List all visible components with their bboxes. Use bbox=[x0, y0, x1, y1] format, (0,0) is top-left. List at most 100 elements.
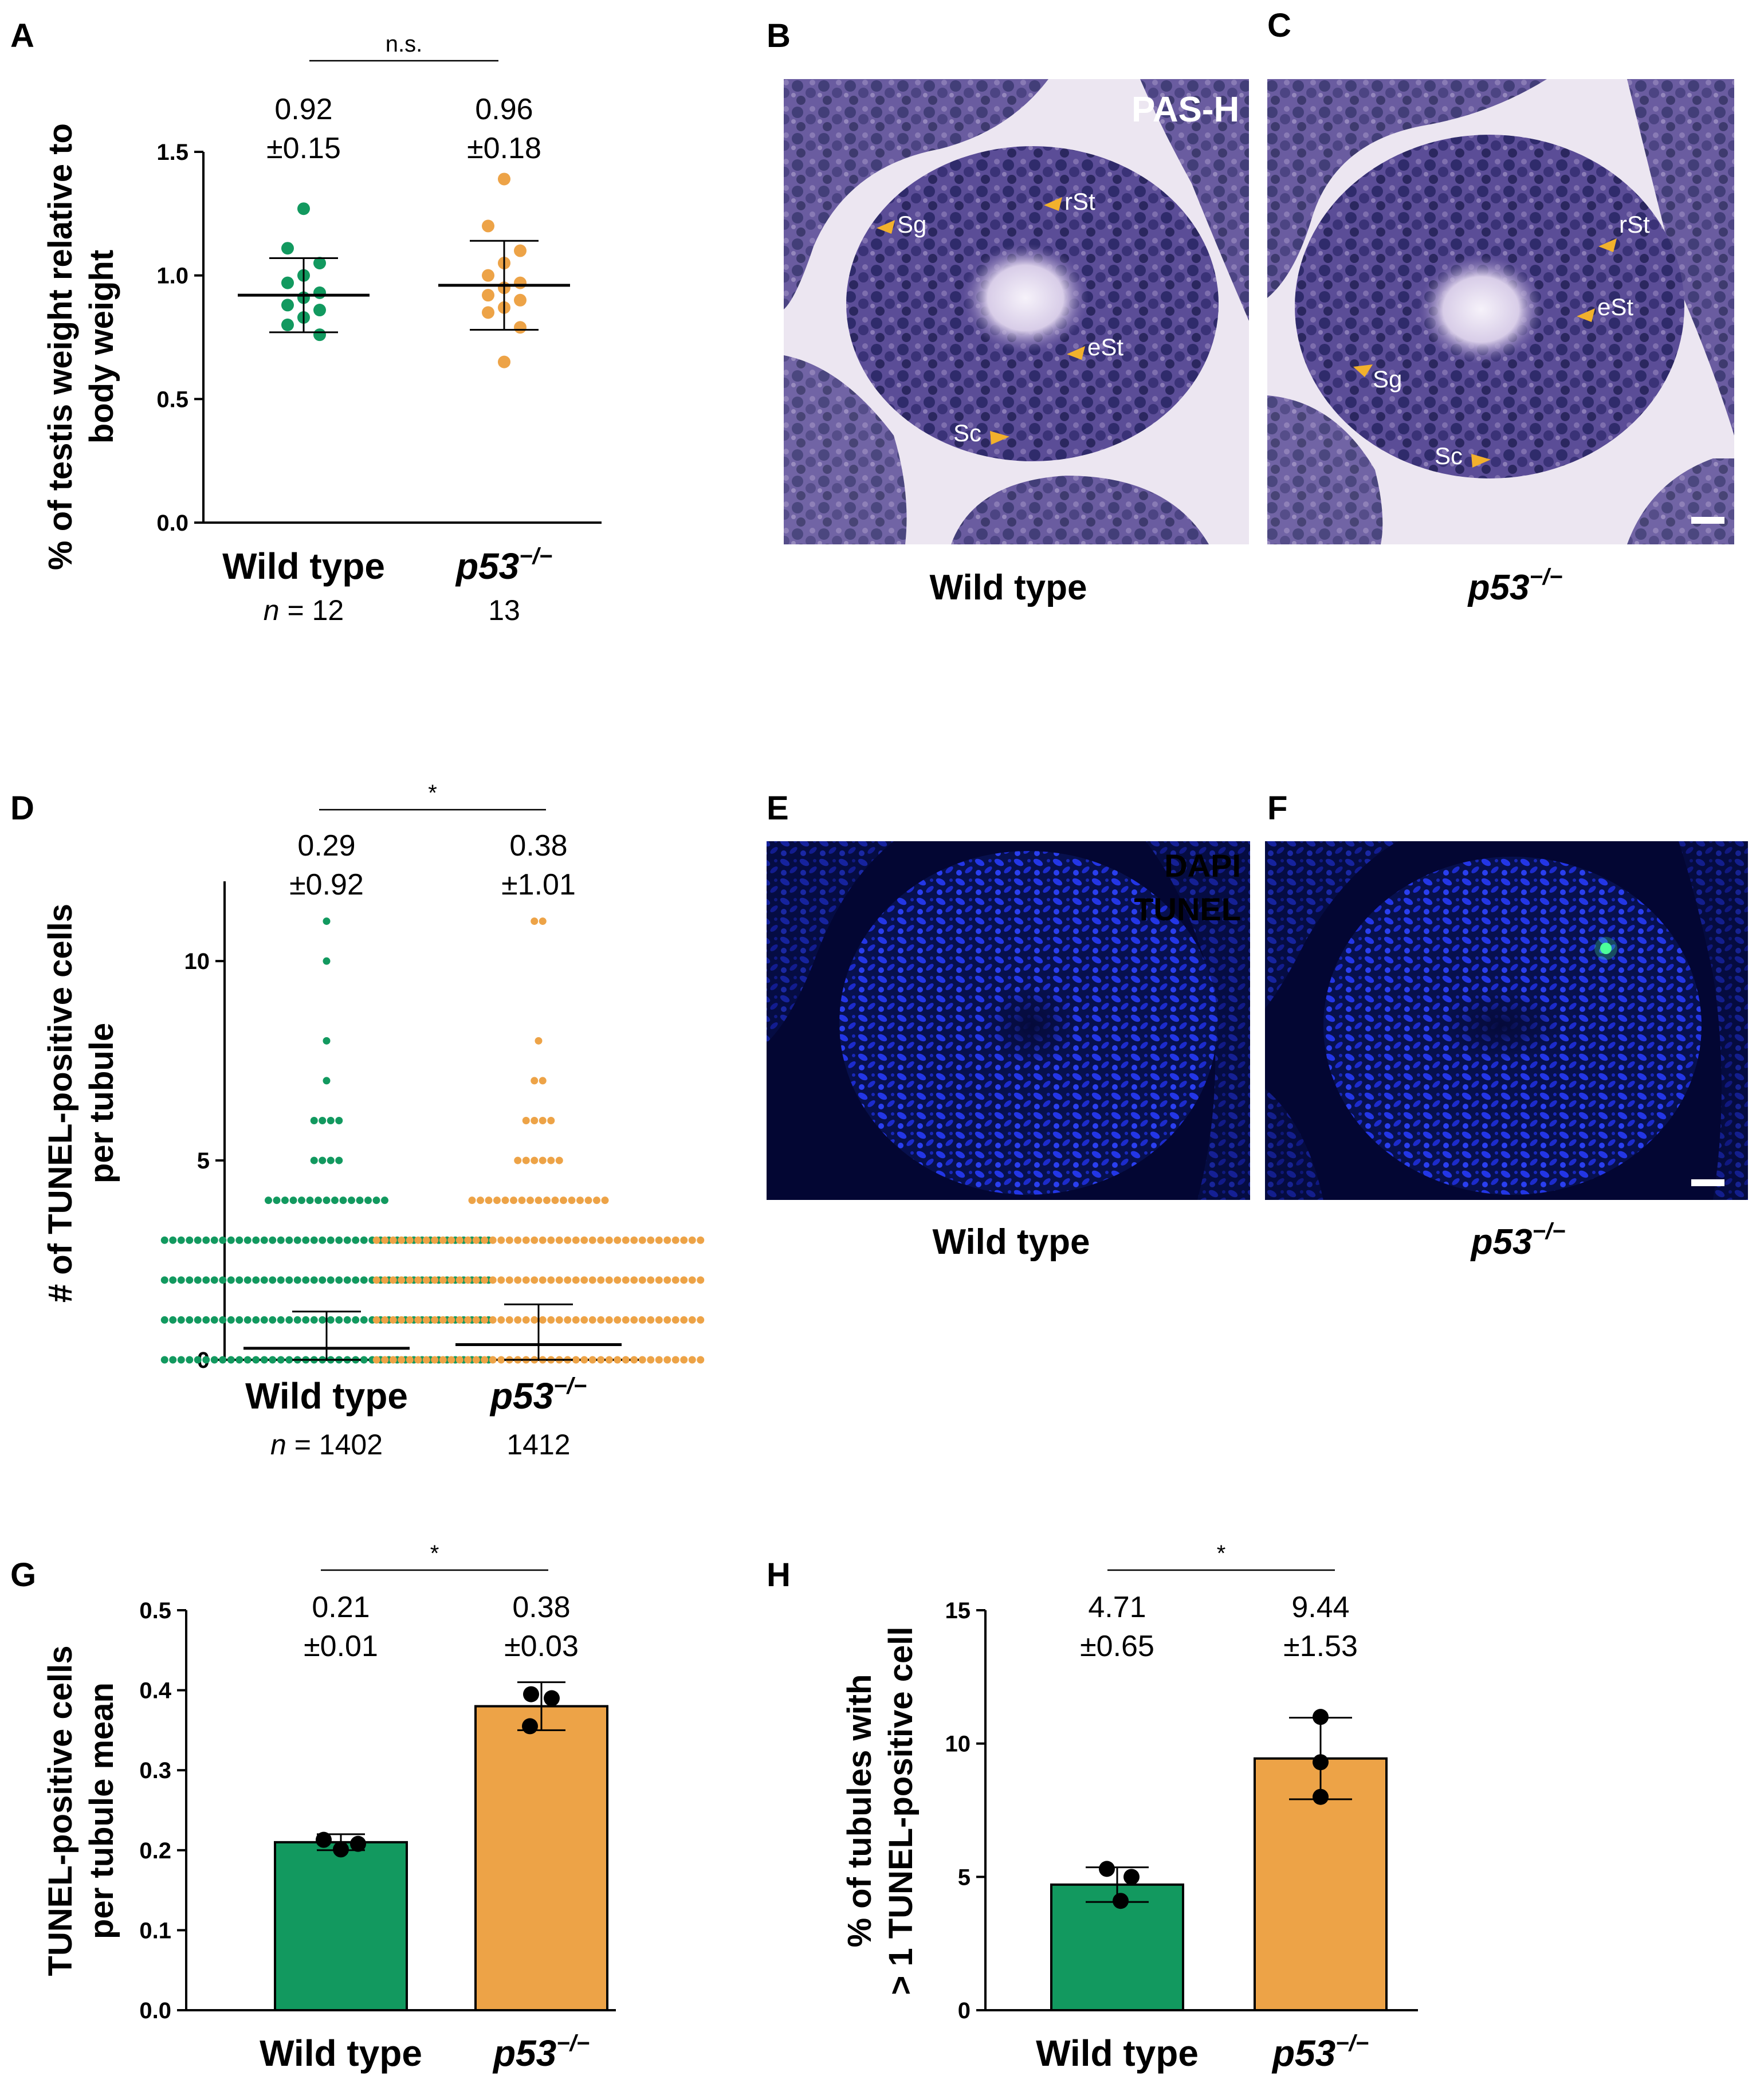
data-point bbox=[422, 1236, 430, 1244]
histology-image-p53: rSt eSt Sg Sc p53−/− bbox=[1267, 79, 1734, 607]
data-point bbox=[389, 1276, 397, 1284]
data-point bbox=[472, 1356, 480, 1364]
adjacent-tubule bbox=[767, 841, 894, 1043]
data-point bbox=[447, 1236, 455, 1244]
data-point bbox=[302, 1316, 310, 1324]
data-point bbox=[414, 1276, 422, 1284]
data-point bbox=[281, 1197, 289, 1205]
data-point bbox=[531, 1156, 539, 1164]
data-point bbox=[638, 1276, 646, 1284]
data-point bbox=[352, 1236, 360, 1244]
data-point bbox=[169, 1236, 177, 1244]
scale-bar bbox=[1691, 1179, 1724, 1186]
data-point bbox=[364, 1197, 372, 1205]
y-tick-label: 5 bbox=[197, 1148, 210, 1174]
data-point bbox=[663, 1236, 671, 1244]
data-point bbox=[398, 1276, 406, 1284]
data-point bbox=[210, 1276, 218, 1284]
data-point bbox=[560, 1197, 567, 1205]
data-point bbox=[414, 1356, 422, 1364]
data-point bbox=[489, 1276, 497, 1284]
data-point bbox=[630, 1236, 638, 1244]
y-tick-label: 1.5 bbox=[156, 140, 188, 165]
data-point bbox=[522, 1276, 530, 1284]
data-point bbox=[671, 1356, 679, 1364]
group-mean-label: 0.92 bbox=[274, 93, 332, 126]
data-point bbox=[227, 1276, 235, 1284]
data-point bbox=[339, 1197, 347, 1205]
data-point bbox=[523, 1686, 539, 1702]
data-point bbox=[497, 1316, 505, 1324]
data-point bbox=[464, 1356, 472, 1364]
data-point bbox=[477, 1197, 484, 1205]
data-point bbox=[539, 1156, 547, 1164]
data-point bbox=[331, 1197, 339, 1205]
data-point bbox=[472, 1236, 480, 1244]
data-point bbox=[431, 1316, 439, 1324]
cell-marker-rst: rSt bbox=[1598, 211, 1650, 252]
panel-label-c: C bbox=[1267, 7, 1291, 44]
data-point bbox=[588, 1276, 596, 1284]
tunel-positive-cell bbox=[1600, 943, 1612, 954]
data-point bbox=[406, 1276, 414, 1284]
y-tick-label: 0.0 bbox=[156, 511, 188, 536]
data-point bbox=[333, 1841, 349, 1858]
data-point bbox=[431, 1356, 439, 1364]
data-point bbox=[186, 1276, 194, 1284]
data-point bbox=[219, 1236, 227, 1244]
data-point bbox=[547, 1156, 555, 1164]
data-point bbox=[285, 1236, 293, 1244]
data-point bbox=[547, 1316, 555, 1324]
data-point bbox=[482, 289, 494, 302]
svg-text:p53−/−: p53−/− bbox=[1470, 1219, 1566, 1262]
data-point bbox=[622, 1276, 630, 1284]
data-point bbox=[227, 1316, 235, 1324]
tubule-lumen bbox=[962, 244, 1089, 352]
data-point bbox=[501, 1197, 509, 1205]
data-point bbox=[697, 1236, 705, 1244]
data-point bbox=[481, 1316, 489, 1324]
data-point bbox=[281, 242, 294, 255]
data-point bbox=[327, 1156, 335, 1164]
dapi-label: DAPI bbox=[1164, 848, 1241, 884]
data-point bbox=[638, 1236, 646, 1244]
data-point bbox=[564, 1316, 572, 1324]
data-point bbox=[697, 1276, 705, 1284]
data-point bbox=[597, 1316, 605, 1324]
data-point bbox=[555, 1156, 563, 1164]
data-point bbox=[160, 1276, 168, 1284]
data-point bbox=[688, 1316, 696, 1324]
group-sd-label: ±0.03 bbox=[504, 1630, 579, 1663]
data-point bbox=[381, 1197, 388, 1205]
panel-label-e: E bbox=[767, 790, 789, 827]
data-point bbox=[572, 1236, 580, 1244]
data-point bbox=[302, 1236, 310, 1244]
data-point bbox=[576, 1197, 584, 1205]
data-point bbox=[327, 1117, 335, 1124]
data-point bbox=[580, 1356, 588, 1364]
y-tick-label: 10 bbox=[184, 949, 210, 974]
data-point bbox=[177, 1356, 185, 1364]
category-label-p53: p53−/− bbox=[455, 544, 552, 587]
y-tick-label: 5 bbox=[958, 1865, 971, 1890]
data-point bbox=[277, 1356, 285, 1364]
data-point bbox=[269, 1236, 277, 1244]
y-tick-label: 0.0 bbox=[139, 1998, 171, 2023]
data-point bbox=[414, 1316, 422, 1324]
data-point bbox=[381, 1236, 389, 1244]
adjacent-tubule bbox=[784, 79, 1048, 309]
data-point bbox=[227, 1236, 235, 1244]
data-point bbox=[177, 1276, 185, 1284]
data-point bbox=[210, 1316, 218, 1324]
data-point bbox=[597, 1356, 605, 1364]
data-point bbox=[327, 1276, 335, 1284]
scale-bar bbox=[1691, 517, 1724, 524]
data-point bbox=[298, 1197, 305, 1205]
data-point bbox=[269, 1276, 277, 1284]
data-point bbox=[531, 917, 539, 925]
data-point bbox=[680, 1356, 688, 1364]
adjacent-tubule bbox=[1146, 841, 1250, 1200]
svg-text:rSt: rSt bbox=[1619, 211, 1650, 238]
data-point bbox=[343, 1316, 351, 1324]
data-point bbox=[169, 1356, 177, 1364]
